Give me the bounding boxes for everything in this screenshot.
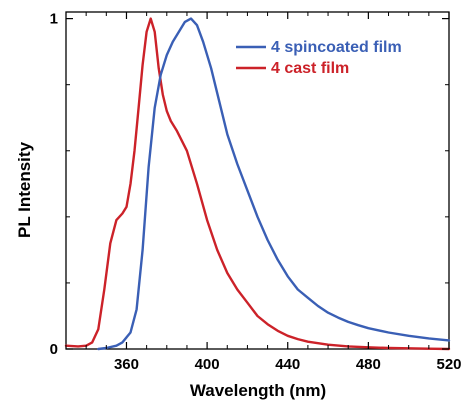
plot-frame	[65, 11, 450, 350]
series-line-4-spincoated-film	[97, 17, 451, 351]
ticks-layer: 360 400 440 480 520 0 1	[50, 11, 462, 373]
y-tick-label: 1	[50, 11, 58, 28]
x-tick-label: 440	[275, 356, 300, 373]
x-tick-label: 360	[114, 356, 139, 373]
plot-area	[65, 11, 450, 350]
series-layer	[64, 17, 451, 351]
y-tick-label: 0	[50, 341, 58, 358]
legend-label: 4 spincoated film	[271, 39, 402, 56]
x-tick-label: 480	[356, 356, 381, 373]
x-axis-title: Wavelength (nm)	[190, 381, 326, 400]
y-axis-title: PL Intensity	[15, 141, 34, 238]
x-tick-label: 520	[436, 356, 461, 373]
x-tick-label: 400	[195, 356, 220, 373]
series-line-4-cast-film	[64, 17, 451, 351]
legend-label: 4 cast film	[271, 60, 349, 77]
legend: 4 spincoated film 4 cast film	[236, 39, 402, 77]
